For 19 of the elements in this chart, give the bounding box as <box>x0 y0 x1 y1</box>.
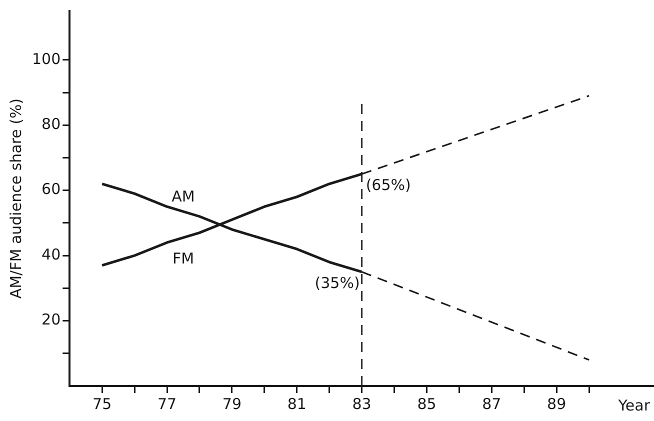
x-axis-title: Year <box>617 396 651 414</box>
x-tick-label: 79 <box>222 394 242 413</box>
x-tick-label: 87 <box>482 394 502 413</box>
x-tick-label: 89 <box>547 394 566 413</box>
x-tick-label: 85 <box>417 394 436 413</box>
series-label: FM <box>172 250 194 268</box>
annotation: (35%) <box>314 274 360 292</box>
series-label: AM <box>172 187 195 206</box>
x-tick-label: 83 <box>352 394 372 413</box>
y-tick-label: 80 <box>42 115 61 134</box>
x-tick-label: 81 <box>287 394 306 413</box>
x-tick-label: 75 <box>92 394 112 413</box>
annotation: (65%) <box>366 176 411 194</box>
y-tick-label: 100 <box>32 50 61 68</box>
y-tick-label: 20 <box>42 310 61 329</box>
y-tick-label: 60 <box>42 180 61 198</box>
y-axis-title: AM/FM audience share (%) <box>6 98 25 299</box>
y-tick-label: 40 <box>42 245 61 264</box>
x-tick-label: 77 <box>157 394 177 413</box>
